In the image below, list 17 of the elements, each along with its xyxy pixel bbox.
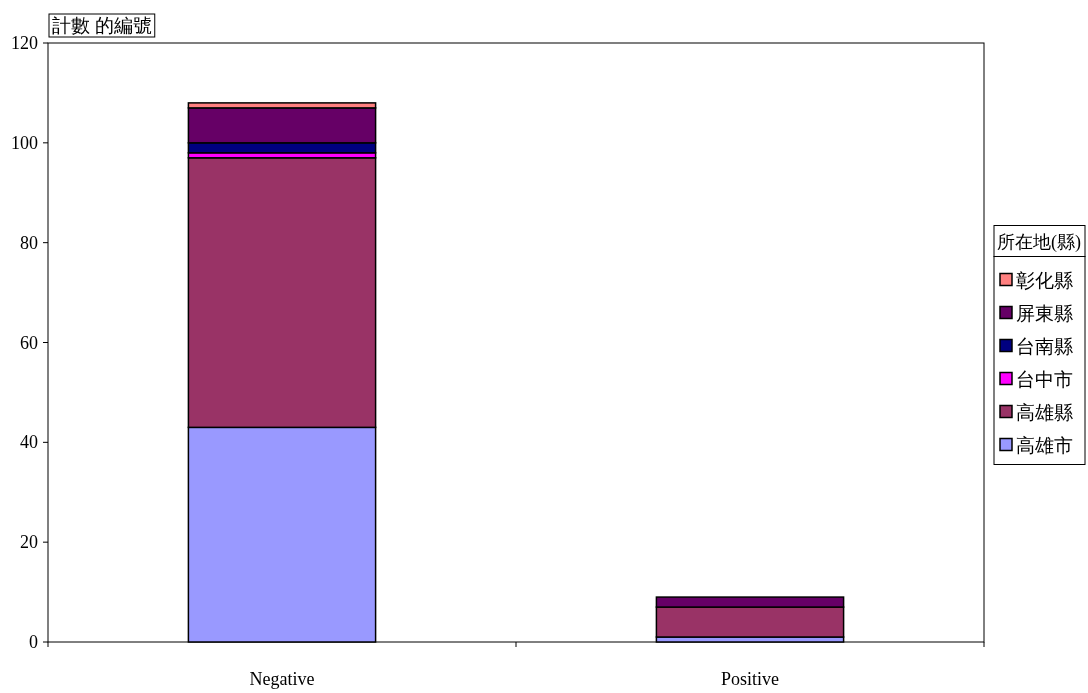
legend-label: 台南縣 bbox=[1016, 335, 1073, 357]
legend-label: 台中市 bbox=[1016, 368, 1073, 390]
y-tick-label: 20 bbox=[20, 532, 38, 553]
legend-title: 所在地(縣) bbox=[997, 231, 1081, 253]
y-axis-title: 計數 的編號 bbox=[52, 15, 152, 36]
y-tick-label: 60 bbox=[20, 332, 38, 353]
y-tick-label: 100 bbox=[11, 132, 38, 153]
x-tick-label: Positive bbox=[720, 669, 780, 689]
y-tick-label: 120 bbox=[11, 33, 38, 53]
y-tick-label: 0 bbox=[29, 632, 38, 652]
y-tick-label: 80 bbox=[20, 232, 38, 253]
y-tick-label: 40 bbox=[20, 432, 38, 453]
legend-label: 高雄市 bbox=[1016, 434, 1073, 456]
legend-label: 高雄縣 bbox=[1016, 401, 1073, 423]
legend-label: 彰化縣 bbox=[1016, 269, 1073, 291]
x-tick-label: Negative bbox=[249, 669, 315, 689]
legend-label: 屏東縣 bbox=[1016, 302, 1073, 324]
